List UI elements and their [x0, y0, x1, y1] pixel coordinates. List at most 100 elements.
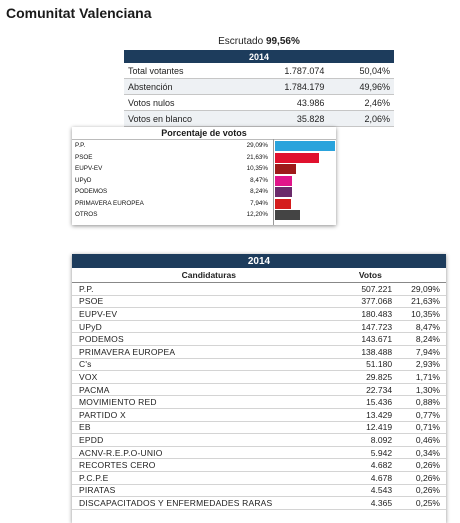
party-name: P.P.	[72, 282, 346, 296]
summary-row: Total votantes 1.787.074 50,04%	[124, 63, 394, 79]
summary-table: 2014 Total votantes 1.787.074 50,04% Abs…	[124, 50, 394, 127]
summary-votes: 1.784.179	[246, 78, 329, 95]
chart-title: Porcentaje de votos	[72, 127, 336, 140]
table-row: DISCAPACITADOS Y ENFERMEDADES RARAS 4.365…	[72, 496, 446, 510]
party-pct: 0,46%	[395, 433, 446, 447]
table-row: PIRATAS 4.543 0,26%	[72, 484, 446, 498]
party-name: EUPV-EV	[72, 307, 346, 321]
party-pct: 10,35%	[395, 307, 446, 321]
chart-row: UPyD 8,47%	[72, 175, 336, 187]
summary-label: Total votantes	[124, 63, 247, 79]
chart-row: PRIMAVERA EUROPEA 7,94%	[72, 198, 336, 210]
summary-row: Votos en blanco 35.828 2,06%	[124, 110, 394, 127]
party-votes: 51.180	[345, 358, 396, 372]
chart-category-label: OTROS	[75, 211, 98, 218]
party-votes: 4.543	[345, 484, 396, 498]
chart-value-label: 8,47%	[250, 176, 268, 184]
party-pct: 0,26%	[395, 458, 446, 472]
escrutado-label: Escrutado	[218, 36, 264, 47]
chart-bar	[275, 175, 293, 186]
party-name: MOVIMIENTO RED	[72, 395, 346, 409]
chart-bar	[275, 210, 301, 220]
column-header-votes: Votos	[345, 268, 396, 283]
table-row: RECORTES CERO 4.682 0,26%	[72, 458, 446, 472]
summary-label: Votos nulos	[124, 94, 247, 111]
party-pct: 7,94%	[395, 345, 446, 359]
chart-bar	[275, 198, 292, 209]
escrutado-value: 99,56%	[265, 36, 300, 47]
chart-row: EUPV-EV 10,35%	[72, 163, 336, 175]
party-name: PODEMOS	[72, 332, 346, 346]
party-pct: 1,30%	[395, 383, 446, 397]
results-body: P.P. 507.221 29,09% PSOE 377.068 21,63% EUPV-E…	[72, 282, 446, 510]
party-votes: 12.419	[345, 421, 396, 435]
escrutado-line: Escrutado 99,56%	[124, 36, 394, 47]
chart-value-label: 29,09%	[246, 142, 268, 149]
page-title: Comunitat Valenciana	[6, 5, 152, 21]
results-year-header: 2014	[72, 254, 446, 268]
summary-label: Abstención	[124, 78, 247, 95]
party-votes: 8.092	[345, 433, 396, 447]
chart-category-label: EUPV-EV	[75, 165, 103, 172]
party-name: RECORTES CERO	[72, 458, 346, 472]
summary-votes: 1.787.074	[246, 63, 329, 79]
party-name: ACNV-R.E.P.O-UNIO	[72, 446, 346, 460]
results-table: 2014 Candidaturas Votos P.P. 507.221 29,09…	[72, 254, 446, 510]
column-header-party: Candidaturas	[72, 268, 346, 283]
summary-label: Votos en blanco	[124, 110, 247, 127]
party-name: P.C.P.E	[72, 471, 346, 485]
summary-pct: 49,96%	[328, 78, 394, 95]
chart-axis	[273, 139, 274, 225]
party-votes: 507.221	[345, 282, 396, 296]
party-name: PACMA	[72, 383, 346, 397]
vote-percentage-chart: Porcentaje de votos P.P. 29,09% PSOE 21,63%…	[72, 127, 336, 225]
party-name: C's	[72, 358, 346, 372]
chart-row: OTROS 12,20%	[72, 209, 336, 221]
chart-row: P.P. 29,09%	[72, 140, 336, 152]
summary-votes: 35.828	[246, 110, 329, 127]
summary-year-header: 2014	[124, 50, 394, 63]
summary-votes: 43.986	[246, 94, 329, 111]
party-votes: 4.365	[345, 496, 396, 510]
summary-pct: 50,04%	[328, 63, 394, 79]
party-pct: 0,34%	[395, 446, 446, 460]
chart-category-label: PODEMOS	[75, 188, 108, 195]
party-name: PIRATAS	[72, 484, 346, 498]
party-name: EB	[72, 421, 346, 435]
table-row: PODEMOS 143.671 8,24%	[72, 332, 446, 346]
table-row: ACNV-R.E.P.O-UNIO 5.942 0,34%	[72, 446, 446, 460]
table-row: EUPV-EV 180.483 10,35%	[72, 307, 446, 321]
table-row: C's 51.180 2,93%	[72, 358, 446, 372]
party-votes: 143.671	[345, 332, 396, 346]
party-name: EPDD	[72, 433, 346, 447]
table-row: PRIMAVERA EUROPEA 138.488 7,94%	[72, 345, 446, 359]
party-votes: 15.436	[345, 395, 396, 409]
party-pct: 0,26%	[395, 484, 446, 498]
party-votes: 147.723	[345, 320, 396, 334]
chart-bar	[275, 187, 292, 197]
party-votes: 13.429	[345, 408, 396, 422]
table-row: P.C.P.E 4.678 0,26%	[72, 471, 446, 485]
chart-category-label: UPyD	[75, 176, 92, 184]
party-votes: 377.068	[345, 295, 396, 309]
chart-value-label: 7,94%	[250, 199, 268, 207]
party-pct: 0,88%	[395, 395, 446, 409]
chart-category-label: PSOE	[75, 153, 93, 161]
chart-row: PSOE 21,63%	[72, 152, 336, 164]
chart-bar	[275, 164, 297, 174]
party-name: VOX	[72, 370, 346, 384]
party-pct: 29,09%	[395, 282, 446, 296]
chart-category-label: PRIMAVERA EUROPEA	[75, 199, 144, 207]
party-votes: 5.942	[345, 446, 396, 460]
party-name: UPyD	[72, 320, 346, 334]
party-name: DISCAPACITADOS Y ENFERMEDADES RARAS	[72, 496, 346, 510]
party-pct: 2,93%	[395, 358, 446, 372]
party-pct: 0,26%	[395, 471, 446, 485]
party-votes: 22.734	[345, 383, 396, 397]
party-votes: 138.488	[345, 345, 396, 359]
table-row: P.P. 507.221 29,09%	[72, 282, 446, 296]
party-votes: 29.825	[345, 370, 396, 384]
chart-value-label: 21,63%	[246, 153, 268, 161]
chart-bar	[275, 141, 335, 151]
party-pct: 0,77%	[395, 408, 446, 422]
